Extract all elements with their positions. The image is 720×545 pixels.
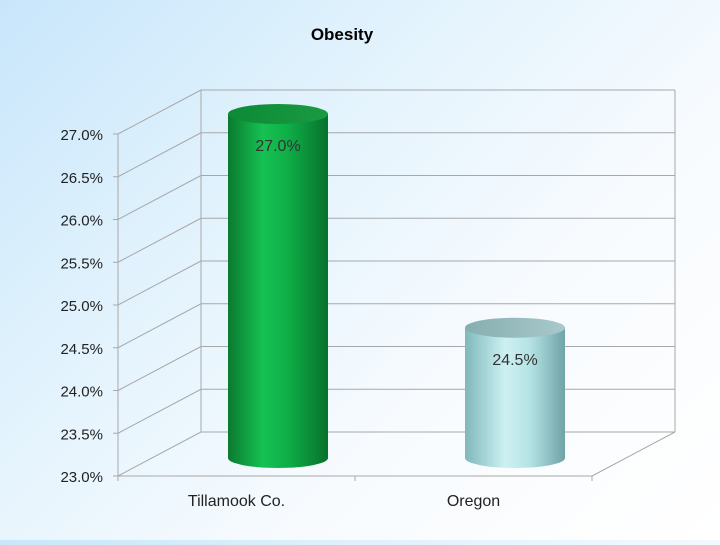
x-category-label: Tillamook Co.	[188, 493, 285, 510]
y-tick-label: 25.5%	[60, 255, 103, 272]
gridline-side	[117, 89, 202, 135]
gridline-side	[117, 217, 202, 263]
gridline-side	[117, 388, 202, 434]
gridline-side	[117, 346, 202, 391]
gridlines	[117, 89, 676, 477]
bar	[228, 114, 328, 468]
y-tick-label: 27.0%	[60, 127, 103, 144]
y-tick-label: 26.5%	[60, 170, 103, 187]
x-category-label: Oregon	[447, 493, 500, 510]
gridline-side	[117, 260, 202, 306]
y-tick-label: 24.0%	[60, 384, 103, 401]
y-tick-label: 24.5%	[60, 341, 103, 358]
bar	[465, 327, 565, 468]
gridline-side	[117, 175, 202, 220]
gridline-side	[117, 431, 202, 477]
bar-top	[228, 104, 328, 124]
bar-top	[465, 317, 565, 338]
data-label: 24.5%	[492, 352, 537, 369]
gridline-side	[117, 132, 202, 178]
chart-title: Obesity	[311, 25, 374, 44]
y-tick-label: 25.0%	[60, 298, 103, 315]
x-axis: Tillamook Co. Oregon	[117, 475, 593, 510]
y-tick-label: 26.0%	[60, 213, 103, 230]
bars: 27.0% 24.5%	[228, 104, 565, 468]
floor-right-edge	[591, 431, 676, 477]
y-axis: 23.0% 23.5% 24.0% 24.5% 25.0% 25.5% 26.0% 26.5%…	[60, 127, 119, 486]
data-label: 27.0%	[255, 138, 300, 155]
y-tick-label: 23.0%	[60, 469, 103, 486]
gridline-side	[117, 303, 202, 349]
y-tick-label: 23.5%	[60, 426, 103, 443]
